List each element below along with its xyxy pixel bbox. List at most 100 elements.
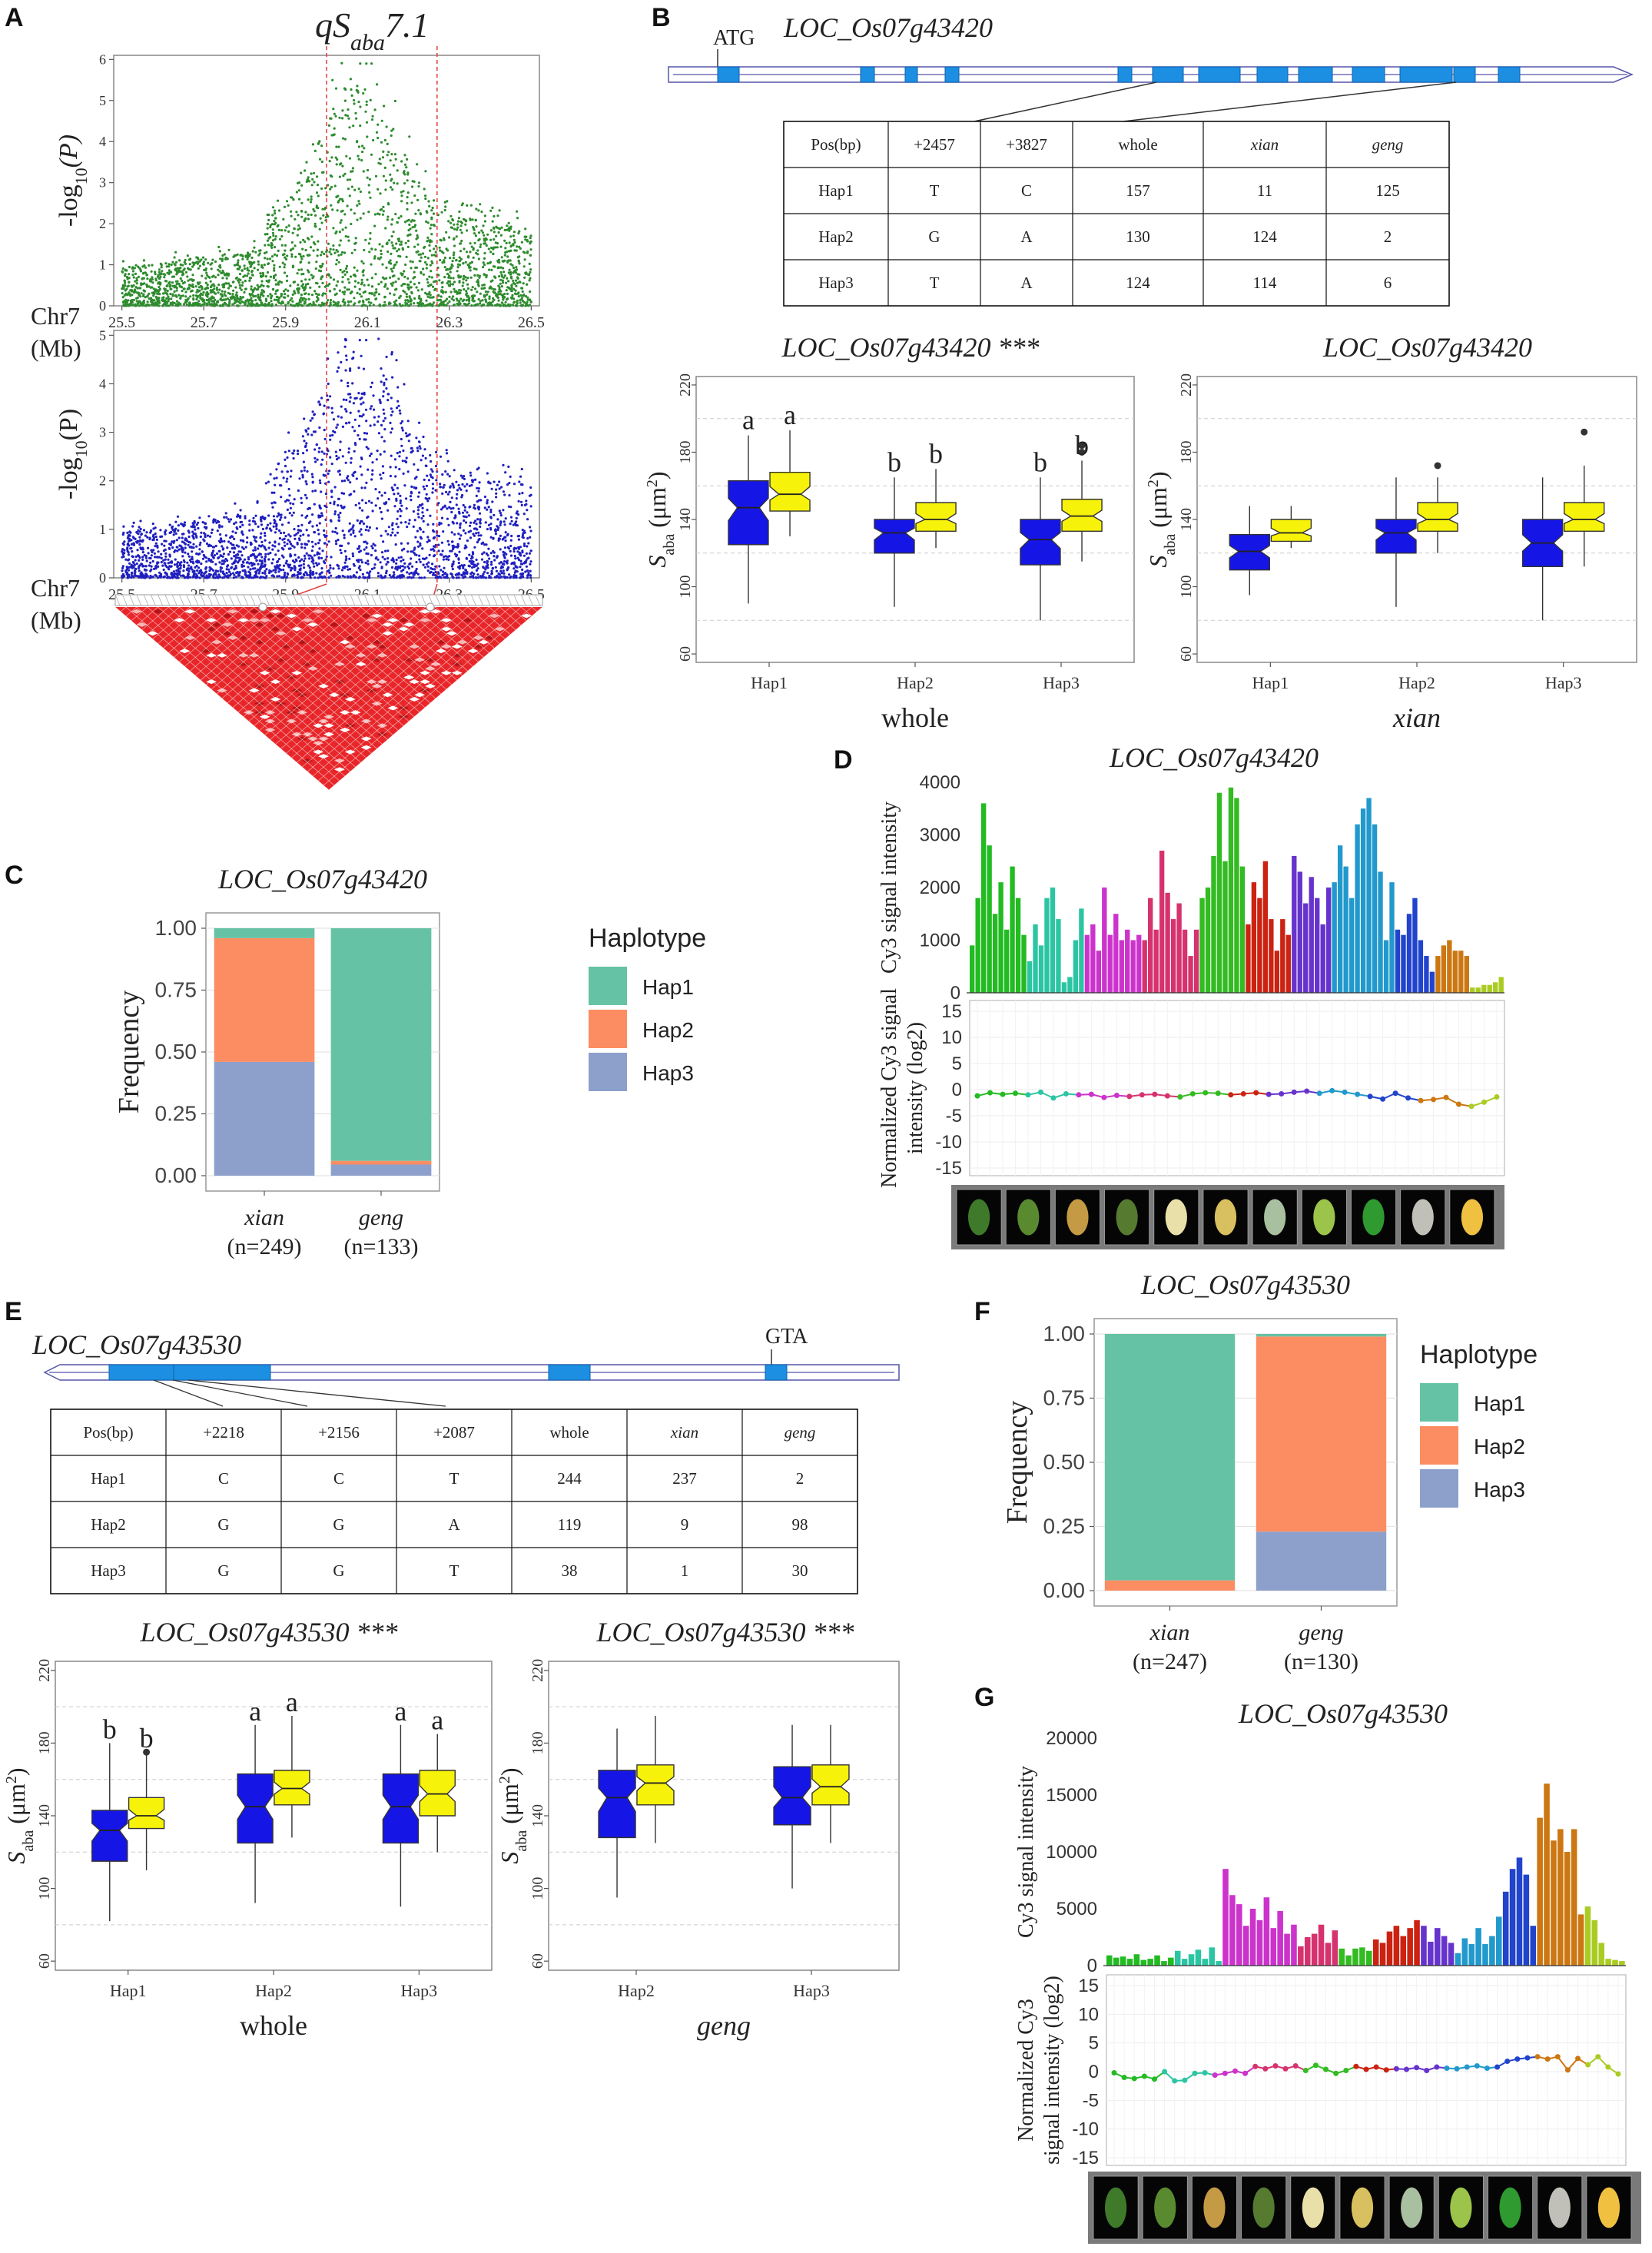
snp-point [477, 489, 480, 493]
snp-point [313, 304, 317, 307]
snp-point [256, 284, 259, 287]
snp-point [279, 237, 282, 241]
snp-point [300, 260, 303, 264]
snp-point [211, 528, 214, 532]
snp-point [460, 574, 463, 577]
snp-point [284, 304, 287, 307]
snp-point [393, 181, 396, 184]
snp-point [128, 280, 131, 284]
snp-point [379, 453, 382, 456]
snp-point [152, 536, 155, 539]
snp-point [472, 575, 475, 578]
snp-point [453, 227, 456, 231]
snp-point [472, 226, 475, 229]
snp-point [145, 285, 149, 288]
snp-point [390, 431, 393, 434]
snp-point [373, 566, 376, 569]
snp-point [332, 418, 335, 421]
snp-point [348, 557, 351, 560]
snp-point [204, 277, 207, 280]
snp-point [232, 543, 235, 546]
snp-point [528, 274, 531, 277]
snp-point [406, 420, 410, 423]
snp-point [251, 250, 254, 253]
snp-point [414, 212, 417, 215]
snp-point [364, 529, 367, 532]
snp-point [131, 274, 134, 277]
snp-point [384, 179, 387, 182]
snp-point [339, 544, 342, 547]
snp-point [345, 358, 348, 361]
snp-point [386, 509, 390, 512]
snp-point [218, 524, 221, 527]
snp-point [294, 217, 297, 221]
snp-point [291, 231, 294, 234]
snp-point [352, 350, 355, 353]
snp-point [274, 531, 277, 534]
snp-point [393, 153, 397, 156]
snp-point [347, 576, 350, 579]
snp-point [134, 574, 137, 577]
snp-point [525, 503, 528, 506]
snp-point [478, 237, 481, 241]
snp-point [268, 569, 271, 572]
snp-point [362, 401, 365, 404]
snp-point [315, 572, 318, 575]
snp-point [367, 184, 370, 187]
snp-point [406, 277, 410, 280]
snp-point [128, 566, 131, 569]
snp-point [217, 284, 221, 287]
snp-point [320, 304, 323, 307]
snp-point [465, 556, 468, 560]
snp-point [402, 171, 406, 174]
snp-point [296, 272, 299, 275]
snp-point [429, 296, 432, 299]
snp-point [453, 533, 456, 536]
snp-point [335, 258, 338, 262]
snp-point [197, 257, 200, 260]
snp-point [205, 560, 208, 563]
snp-point [353, 442, 357, 445]
snp-point [205, 291, 208, 294]
snp-point [453, 237, 456, 240]
snp-point [519, 247, 522, 250]
snp-point [280, 244, 284, 247]
snp-point [184, 258, 187, 262]
snp-point [420, 270, 423, 274]
snp-point [353, 266, 356, 269]
snp-point [123, 279, 126, 282]
snp-point [473, 566, 476, 569]
x-tick-label: 25.7 [191, 314, 217, 331]
snp-point [319, 254, 323, 257]
snp-point [498, 260, 501, 264]
snp-point [206, 284, 209, 287]
snp-point [309, 246, 313, 249]
snp-point [194, 534, 197, 537]
snp-point [513, 241, 516, 244]
snp-point [181, 279, 184, 283]
snp-point [221, 277, 224, 280]
snp-point [125, 275, 128, 279]
snp-point [343, 345, 347, 348]
snp-point [189, 284, 192, 287]
snp-point [134, 537, 137, 541]
snp-point [456, 220, 460, 223]
snp-point [463, 218, 466, 221]
snp-point [409, 233, 412, 236]
snp-point [456, 228, 459, 231]
snp-point [227, 540, 231, 543]
snp-point [413, 486, 416, 489]
snp-point [166, 289, 169, 293]
snp-point [391, 528, 394, 531]
snp-point [340, 551, 343, 555]
snp-point [213, 284, 216, 287]
snp-point [135, 562, 138, 566]
snp-point [153, 552, 156, 555]
snp-point [266, 257, 269, 260]
snp-point [507, 566, 510, 569]
snp-point [148, 297, 151, 300]
snp-point [237, 259, 240, 262]
snp-point [479, 292, 482, 295]
snp-point [473, 241, 476, 244]
snp-point [466, 283, 469, 286]
